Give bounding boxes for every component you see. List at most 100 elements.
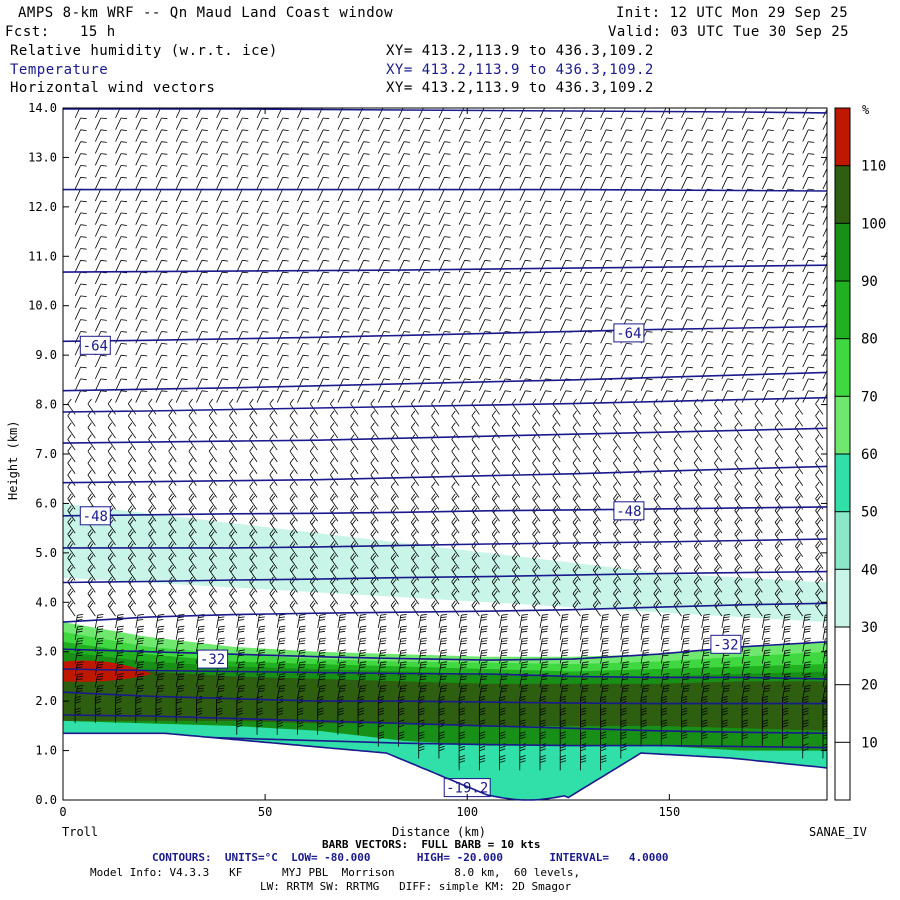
wind-barb-staff [418,343,425,356]
wind-barb [390,588,399,605]
wind-barb [398,614,407,629]
wind-barb-staff [229,522,238,534]
wind-barb [418,307,431,320]
wind-barb-flag [418,695,425,699]
wind-barb-staff [135,236,142,249]
wind-barb-flag [188,410,193,416]
wind-barb-flag [258,619,265,621]
wind-barb-flag [238,675,245,678]
wind-barb-staff [350,486,359,498]
wind-barb [532,446,541,463]
wind-barb-staff [438,355,445,368]
wind-barb-flag [242,354,249,357]
wind-barb-flag [452,578,458,585]
wind-barb-flag [464,271,471,274]
wind-barb-flag [505,319,512,321]
wind-barb-staff [216,615,220,629]
wind-barb-flag [256,695,263,699]
wind-barb-flag [471,481,476,488]
wind-barb-flag [141,106,147,107]
wind-barb [438,283,451,296]
wind-barb-flag [96,654,103,657]
wind-barb [438,236,451,249]
wind-barb-flag [473,590,478,596]
wind-barb-flag [392,555,397,561]
wind-barb-flag [283,106,289,107]
wind-barb [74,378,87,391]
wind-barb-flag [317,712,324,716]
wind-barb-flag [519,757,526,761]
wind-barb-flag [127,517,133,523]
wind-barb-flag [491,576,497,583]
wind-barb-flag [582,661,589,663]
wind-barb-flag [155,698,162,701]
wind-barb [74,212,87,225]
wind-barb-flag [560,757,567,761]
wind-barb-flag [479,698,486,701]
wind-barb [580,378,592,391]
wind-barb-flag [500,630,507,633]
wind-barb-flag [67,529,72,535]
wind-barb [276,319,289,332]
wind-barb-staff [418,153,425,166]
wind-barb-flag [229,517,234,523]
wind-barb [276,707,284,723]
wind-barb-flag [330,410,335,416]
wind-barb [539,331,552,344]
wind-barb-staff [256,165,263,178]
wind-barb [236,224,249,237]
wind-barb-flag [460,640,467,642]
wind-barb [309,422,318,439]
wind-barb-flag [250,531,256,537]
wind-barb-flag [479,731,486,734]
wind-barb-flag [350,481,355,488]
wind-barb-flag [298,690,305,692]
wind-barb [350,517,359,534]
wind-barb-flag [319,673,326,675]
wind-barb-staff [107,403,116,415]
wind-barb-staff [511,557,521,569]
wind-barb [297,200,309,213]
wind-barb-flag [343,153,350,155]
wind-barb [74,153,87,166]
wind-barb-staff [458,638,462,652]
wind-barb-flag [340,649,347,652]
wind-barb-staff [127,557,137,569]
wind-barb [175,129,188,142]
wind-barb-staff [256,117,263,130]
wind-barb-staff [438,200,445,213]
wind-barb-flag [74,695,81,699]
wind-barb-flag [230,531,235,537]
wind-barb [458,755,466,771]
wind-barb-flag [282,295,289,297]
wind-barb-flag [116,642,123,645]
wind-barb-flag [424,307,431,309]
wind-barb [357,141,370,154]
wind-barb [135,331,148,344]
wind-barb-flag [229,552,234,559]
wind-barb [398,343,411,356]
wind-barb-flag [97,661,104,663]
wind-barb-flag [552,398,557,405]
wind-barb-flag [451,588,456,594]
wind-barb [552,458,561,475]
wind-barb [208,410,217,427]
wind-barb-flag [398,736,405,740]
wind-barb [236,165,249,178]
wind-barb-staff [398,378,405,391]
wind-barb-flag [262,176,269,179]
wind-barb-flag [505,176,512,179]
wind-barb-flag [420,661,427,663]
wind-barb [519,637,529,652]
wind-barb-flag [438,712,445,716]
wind-barb [216,236,229,249]
wind-barb-staff [572,427,581,439]
wind-barb [155,141,168,154]
wind-barb-staff [398,366,405,380]
wind-barb-flag [390,410,396,416]
wind-barb [511,588,521,605]
wind-barb [398,248,411,261]
wind-barb [390,469,399,486]
wind-barb [418,637,427,652]
wind-barb-flag [539,695,546,699]
